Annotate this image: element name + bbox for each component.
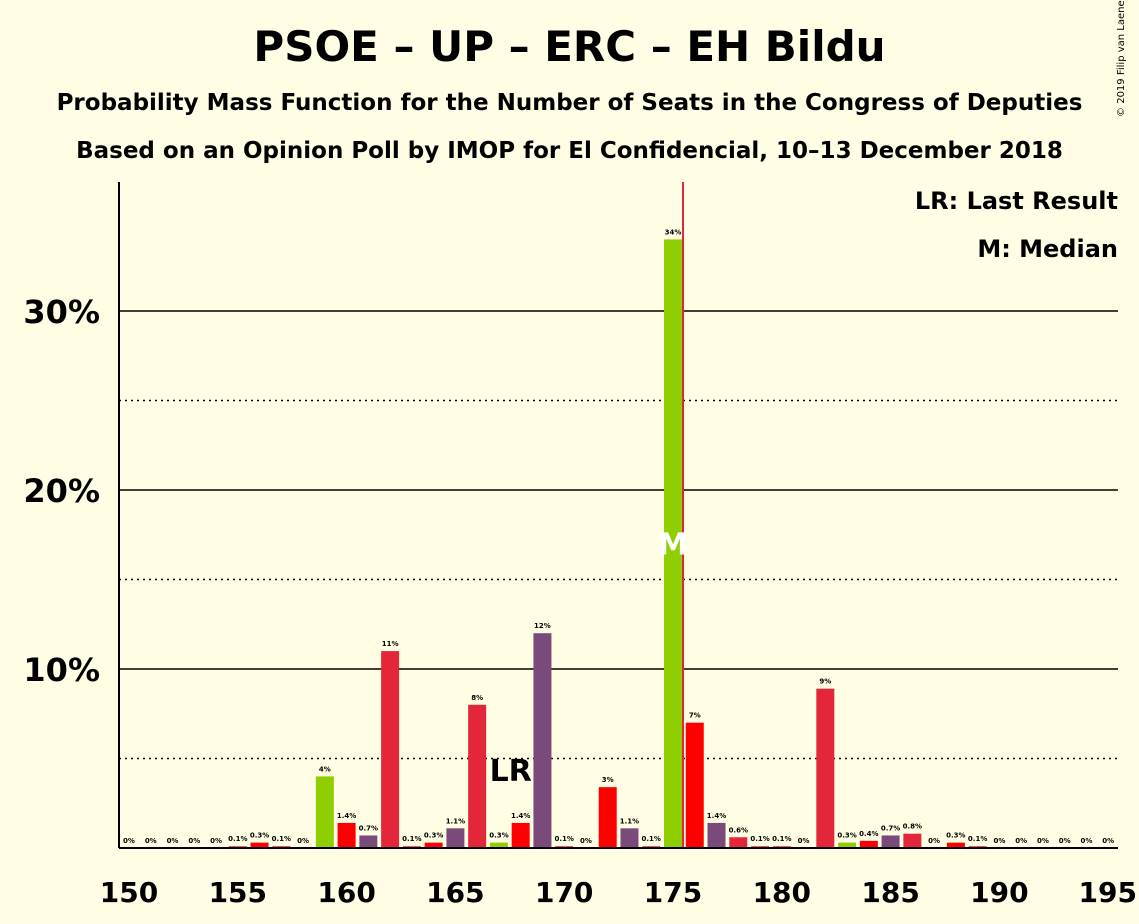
bar-value-label: 11%	[382, 640, 399, 648]
bar-value-label: 0%	[798, 837, 810, 845]
bar-184	[859, 840, 878, 848]
bar-value-label: 0.1%	[228, 835, 247, 843]
bar-value-label: 1.4%	[337, 812, 356, 820]
bar-164	[424, 842, 443, 848]
bar-value-label: 0.7%	[359, 824, 378, 832]
chart-subtitle: Probability Mass Function for the Number…	[56, 90, 1083, 116]
bar-156	[250, 842, 269, 848]
grid-lines	[119, 310, 1118, 760]
x-tick-label: 190	[970, 876, 1028, 909]
bar-value-label: 8%	[471, 694, 483, 702]
x-tick-label: 150	[100, 876, 158, 909]
bar-value-label: 0.6%	[729, 826, 748, 834]
bar-value-label: 1.1%	[446, 817, 465, 825]
y-tick-label: 20%	[23, 472, 100, 510]
x-tick-label: 165	[426, 876, 484, 909]
bar-value-label: 1.1%	[620, 817, 639, 825]
bar-159	[315, 776, 334, 848]
bar-168	[511, 822, 530, 848]
legend: LR: Last Result M: Median	[915, 187, 1118, 263]
chart-source: Based on an Opinion Poll by IMOP for El …	[76, 138, 1063, 164]
median-marker: M	[658, 528, 688, 563]
bar-value-label: 0%	[1080, 837, 1092, 845]
bar-value-label: 0%	[1059, 837, 1071, 845]
chart-title: PSOE – UP – ERC – EH Bildu	[253, 22, 886, 71]
bar-value-label: 0.1%	[554, 835, 573, 843]
bar-value-label: 0.1%	[402, 835, 421, 843]
x-tick-label: 160	[317, 876, 375, 909]
y-tick-label: 10%	[23, 651, 100, 689]
bar-175	[664, 239, 682, 848]
bar-value-label: 34%	[665, 228, 682, 236]
bar-value-label: 4%	[319, 765, 331, 773]
x-tick-label: 195	[1079, 876, 1137, 909]
bar-value-label: 0%	[145, 837, 157, 845]
bar-183	[838, 842, 857, 848]
bar-value-label: 0%	[210, 837, 222, 845]
bar-166	[468, 704, 487, 848]
bar-value-label: 0.1%	[642, 835, 661, 843]
bars: 0% 0% 0% 0% 0% 0.1% 0.3% 0.1% 0%4%1.4%0.7%11%0.1…	[123, 228, 1114, 848]
bar-value-label: 0.3%	[250, 832, 269, 840]
bar-value-label: 0%	[297, 837, 309, 845]
bar-182	[816, 688, 835, 848]
bar-177	[707, 822, 726, 848]
bar-value-label: 0.1%	[772, 835, 791, 843]
bar-value-label: 7%	[689, 712, 701, 720]
bar-value-label: 0%	[167, 837, 179, 845]
bar-value-label: 12%	[534, 622, 551, 630]
bar-value-label: 0.1%	[272, 835, 291, 843]
y-tick-label: 30%	[23, 293, 100, 331]
axes: 10% 20% 30% 150 155 160 165 170 175 180 185 190 195	[23, 182, 1137, 909]
bar-186	[903, 833, 922, 848]
bar-value-label: 0.3%	[837, 832, 856, 840]
bar-value-label: 9%	[819, 678, 831, 686]
x-tick-label: 155	[209, 876, 267, 909]
bar-value-label: 1.4%	[707, 812, 726, 820]
x-tick-label: 180	[753, 876, 811, 909]
bar-value-label: 0.3%	[946, 832, 965, 840]
bar-value-label: 3%	[602, 776, 614, 784]
bar-172	[598, 787, 617, 848]
bar-value-label: 0%	[123, 837, 135, 845]
bar-value-label: 0.8%	[903, 823, 922, 831]
bar-178	[729, 837, 748, 848]
bar-185	[881, 835, 900, 848]
bar-value-label: 0.1%	[750, 835, 769, 843]
bar-176	[685, 722, 704, 848]
bar-value-label: 0%	[1015, 837, 1027, 845]
x-tick-label: 185	[861, 876, 919, 909]
legend-median: M: Median	[977, 235, 1118, 263]
bar-value-label: 0%	[928, 837, 940, 845]
bar-161	[359, 835, 378, 848]
bar-160	[337, 822, 356, 848]
bar-value-label: 0.3%	[489, 832, 508, 840]
last-result-marker: LR	[490, 754, 532, 789]
x-tick-label: 175	[644, 876, 702, 909]
bar-188	[946, 842, 965, 848]
bar-value-label: 1.4%	[511, 812, 530, 820]
bar-value-label: 0%	[1102, 837, 1114, 845]
bar-162	[381, 651, 400, 848]
bar-value-label: 0.1%	[968, 835, 987, 843]
bar-value-label: 0%	[188, 837, 200, 845]
bar-value-label: 0%	[993, 837, 1005, 845]
bar-169	[533, 633, 552, 848]
bar-value-label: 0.3%	[424, 832, 443, 840]
bar-value-label: 0.7%	[881, 824, 900, 832]
bar-165	[446, 828, 465, 848]
bar-value-label: 0.4%	[859, 830, 878, 838]
bar-167	[489, 842, 508, 848]
bar-value-label: 0%	[1037, 837, 1049, 845]
bar-173	[620, 828, 639, 848]
markers: M LR	[490, 182, 688, 848]
bar-value-label: 0%	[580, 837, 592, 845]
legend-last-result: LR: Last Result	[915, 187, 1118, 215]
x-tick-label: 170	[535, 876, 593, 909]
